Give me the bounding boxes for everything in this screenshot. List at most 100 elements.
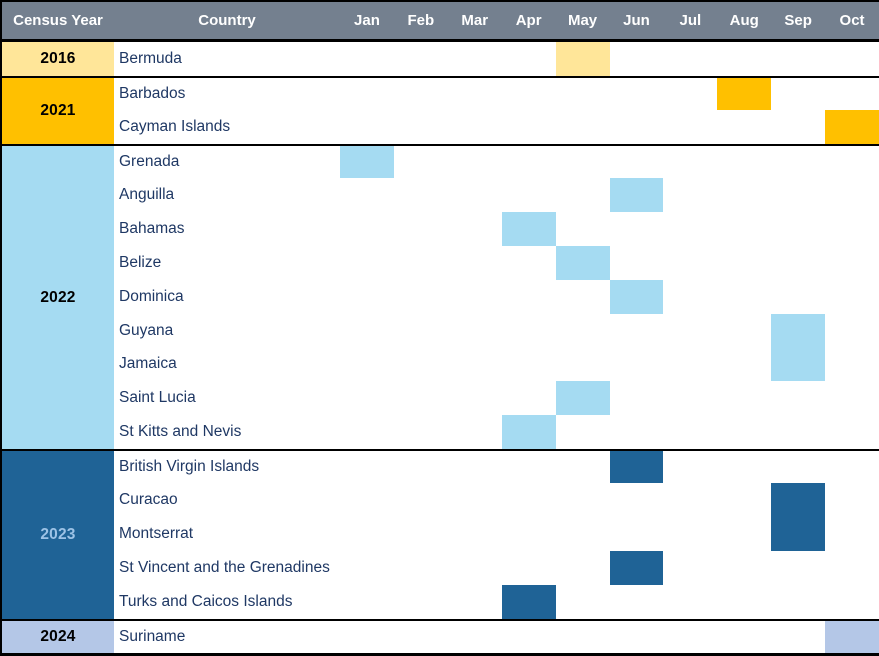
grid-cell-bahamas-jan (340, 211, 394, 246)
grid-cell-guyana-apr (501, 313, 556, 348)
grid-cell-barbados-jan (340, 75, 394, 110)
grid-cell-st-vincent-and-the-grenadines-apr (501, 551, 556, 586)
country-cell-turks-and-caicos-islands: Turks and Caicos Islands (114, 585, 340, 620)
grid-cell-jamaica-jul (663, 347, 718, 382)
header-cell-census-year: Census Year (2, 2, 114, 42)
grid-cell-saint-lucia-mar (447, 381, 502, 416)
grid-cell-british-virgin-islands-may (555, 449, 610, 484)
grid-cell-curacao-jul (663, 483, 718, 518)
grid-cell-guyana-jan (340, 313, 394, 348)
census-month-cell-suriname-oct (825, 619, 879, 653)
grid-cell-jamaica-mar (447, 347, 502, 382)
header-cell-month-feb: Feb (393, 2, 448, 42)
grid-cell-jamaica-jun (609, 347, 664, 382)
header-cell-month-oct: Oct (825, 2, 879, 42)
grid-cell-dominica-oct (825, 279, 879, 314)
grid-cell-bahamas-jun (609, 211, 664, 246)
grid-cell-dominica-sep (771, 279, 826, 314)
grid-cell-barbados-sep (771, 75, 826, 110)
grid-cell-bermuda-jul (663, 42, 718, 76)
grid-cell-cayman-islands-sep (771, 109, 826, 144)
census-month-cell-st-kitts-and-nevis-apr (501, 415, 556, 450)
header-cell-month-jul: Jul (663, 2, 718, 42)
grid-cell-jamaica-jan (340, 347, 394, 382)
country-cell-british-virgin-islands: British Virgin Islands (114, 449, 340, 484)
grid-cell-anguilla-feb (393, 177, 448, 212)
grid-cell-barbados-may (555, 75, 610, 110)
grid-cell-suriname-mar (447, 619, 502, 653)
grid-cell-st-vincent-and-the-grenadines-feb (393, 551, 448, 586)
grid-cell-st-kitts-and-nevis-jul (663, 415, 718, 450)
grid-cell-bermuda-apr (501, 42, 556, 76)
grid-cell-suriname-sep (771, 619, 826, 653)
grid-cell-cayman-islands-feb (393, 109, 448, 144)
census-month-cell-barbados-aug (717, 75, 772, 110)
grid-cell-saint-lucia-jan (340, 381, 394, 416)
country-cell-curacao: Curacao (114, 483, 340, 518)
country-cell-grenada: Grenada (114, 143, 340, 178)
grid-cell-jamaica-oct (825, 347, 879, 382)
year-cell-2024: 2024 (2, 619, 114, 653)
grid-cell-st-vincent-and-the-grenadines-sep (771, 551, 826, 586)
grid-cell-bermuda-feb (393, 42, 448, 76)
grid-cell-montserrat-jun (609, 517, 664, 552)
grid-cell-st-vincent-and-the-grenadines-jan (340, 551, 394, 586)
grid-cell-bermuda-sep (771, 42, 826, 76)
grid-cell-st-vincent-and-the-grenadines-mar (447, 551, 502, 586)
grid-cell-belize-feb (393, 245, 448, 280)
grid-cell-barbados-mar (447, 75, 502, 110)
year-cell-2023: 2023 (2, 449, 114, 620)
grid-cell-belize-apr (501, 245, 556, 280)
grid-cell-british-virgin-islands-oct (825, 449, 879, 484)
grid-cell-belize-oct (825, 245, 879, 280)
grid-cell-montserrat-feb (393, 517, 448, 552)
grid-cell-turks-and-caicos-islands-feb (393, 585, 448, 620)
grid-cell-anguilla-apr (501, 177, 556, 212)
grid-cell-british-virgin-islands-jul (663, 449, 718, 484)
grid-cell-anguilla-aug (717, 177, 772, 212)
grid-cell-barbados-jun (609, 75, 664, 110)
grid-cell-british-virgin-islands-mar (447, 449, 502, 484)
grid-cell-guyana-mar (447, 313, 502, 348)
grid-cell-barbados-feb (393, 75, 448, 110)
grid-cell-montserrat-jul (663, 517, 718, 552)
grid-cell-bermuda-jan (340, 42, 394, 76)
grid-cell-british-virgin-islands-apr (501, 449, 556, 484)
country-cell-bermuda: Bermuda (114, 42, 340, 76)
grid-cell-bahamas-oct (825, 211, 879, 246)
header-cell-month-may: May (555, 2, 610, 42)
grid-cell-st-kitts-and-nevis-mar (447, 415, 502, 450)
grid-cell-anguilla-mar (447, 177, 502, 212)
grid-cell-grenada-may (555, 143, 610, 178)
grid-cell-grenada-sep (771, 143, 826, 178)
country-cell-st-kitts-and-nevis: St Kitts and Nevis (114, 415, 340, 450)
grid-cell-st-vincent-and-the-grenadines-jul (663, 551, 718, 586)
grid-cell-st-kitts-and-nevis-jan (340, 415, 394, 450)
census-month-cell-curacao-sep (771, 483, 826, 552)
grid-cell-jamaica-aug (717, 347, 772, 382)
grid-cell-curacao-aug (717, 483, 772, 518)
country-cell-dominica: Dominica (114, 279, 340, 314)
grid-cell-belize-jun (609, 245, 664, 280)
grid-cell-curacao-may (555, 483, 610, 518)
grid-cell-anguilla-jan (340, 177, 394, 212)
grid-cell-saint-lucia-aug (717, 381, 772, 416)
grid-cell-st-kitts-and-nevis-aug (717, 415, 772, 450)
grid-cell-suriname-apr (501, 619, 556, 653)
country-cell-belize: Belize (114, 245, 340, 280)
grid-cell-dominica-jan (340, 279, 394, 314)
year-cell-2016: 2016 (2, 42, 114, 76)
grid-cell-bahamas-may (555, 211, 610, 246)
grid-cell-turks-and-caicos-islands-jun (609, 585, 664, 620)
grid-cell-dominica-mar (447, 279, 502, 314)
grid-cell-curacao-mar (447, 483, 502, 518)
grid-cell-bahamas-jul (663, 211, 718, 246)
grid-cell-dominica-jul (663, 279, 718, 314)
grid-cell-suriname-jul (663, 619, 718, 653)
grid-cell-curacao-feb (393, 483, 448, 518)
grid-cell-saint-lucia-feb (393, 381, 448, 416)
grid-cell-guyana-feb (393, 313, 448, 348)
census-month-cell-belize-may (555, 245, 610, 280)
grid-cell-saint-lucia-jun (609, 381, 664, 416)
